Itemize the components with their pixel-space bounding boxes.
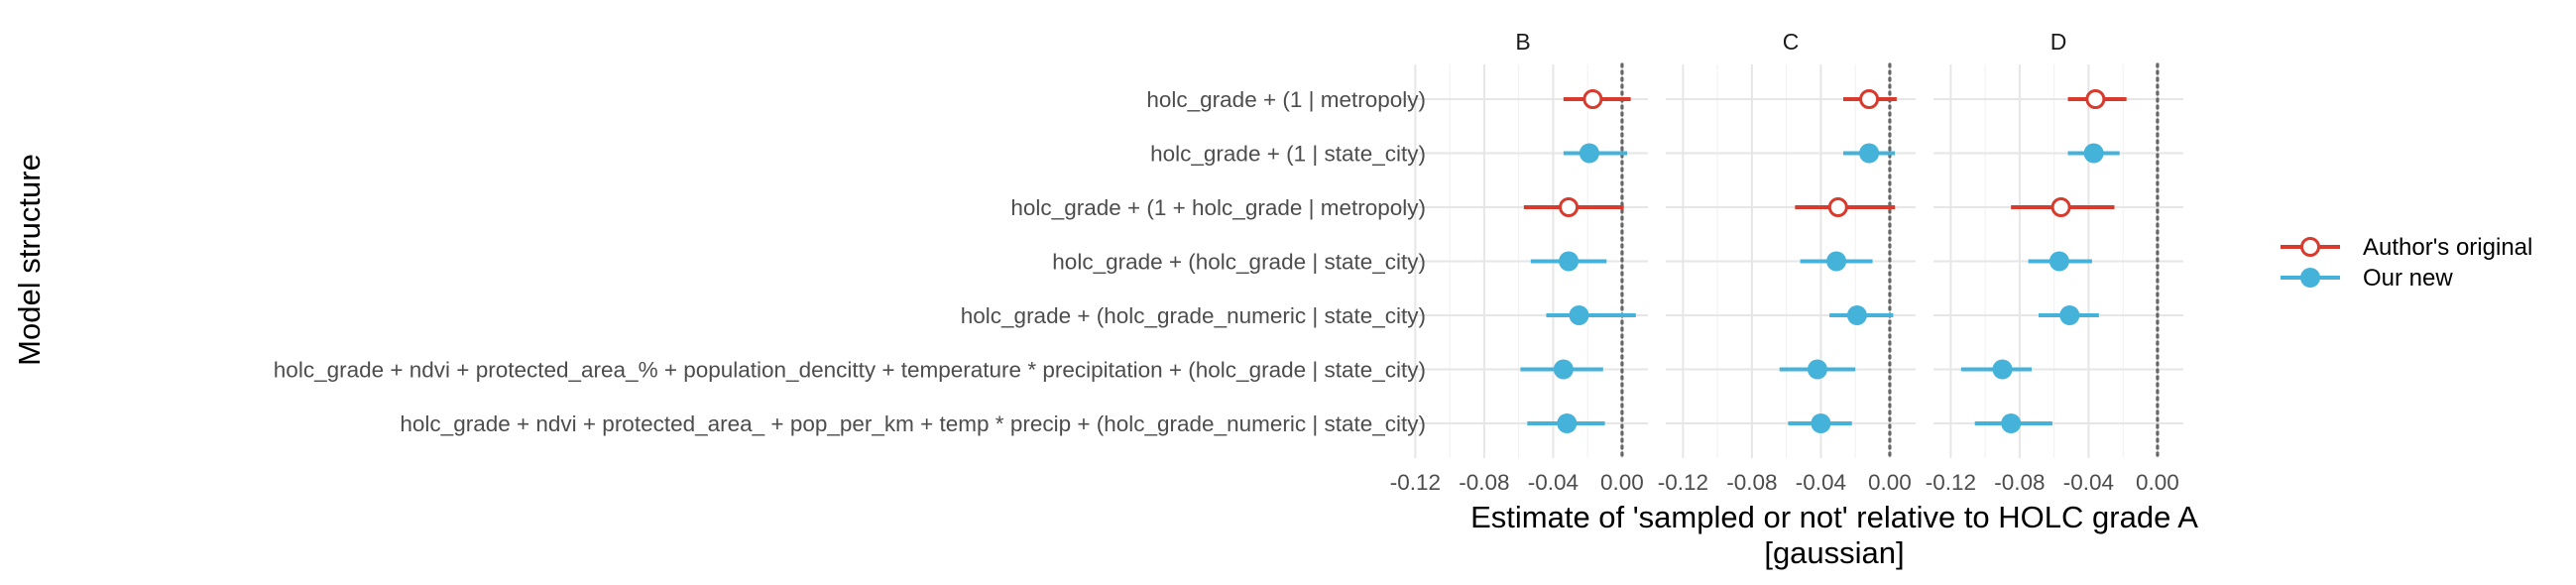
estimate-point xyxy=(2050,197,2071,217)
estimate-point xyxy=(1559,197,1580,217)
y-axis-title: Model structure xyxy=(12,154,47,366)
estimate-point xyxy=(1846,305,1867,325)
x-tick-label: -0.12 xyxy=(1390,470,1441,495)
estimate-point xyxy=(1807,359,1827,380)
estimate-point xyxy=(2001,413,2022,433)
x-tick-label: 0.00 xyxy=(2136,470,2179,495)
estimate-point xyxy=(1826,251,1847,272)
x-tick-label: -0.08 xyxy=(1994,470,2045,495)
legend-key-marker xyxy=(2300,268,2320,288)
model-label: holc_grade + ndvi + protected_area_% + p… xyxy=(274,358,1426,383)
model-label: holc_grade + (holc_grade_numeric | state… xyxy=(961,303,1426,328)
x-tick-label: -0.04 xyxy=(2063,470,2114,495)
model-label: holc_grade + (1 | metropoly) xyxy=(1146,87,1426,112)
estimate-point xyxy=(2085,89,2106,109)
estimate-point xyxy=(1859,143,1880,164)
estimate-point xyxy=(1859,89,1880,109)
legend: Author's original Our new xyxy=(2281,234,2532,292)
x-tick-label: -0.08 xyxy=(1726,470,1777,495)
model-label: holc_grade + (1 + holc_grade | metropoly… xyxy=(1010,195,1426,220)
facet-panels: B -0.12 -0.08 -0.04 0.00 C -0.12 -0.08 -0.04 0.00… xyxy=(1390,29,2183,495)
estimate-point xyxy=(2049,251,2069,272)
facet-label-d: D xyxy=(2050,29,2067,55)
estimate-point xyxy=(1557,413,1578,433)
legend-label: Author's original xyxy=(2363,234,2532,261)
series-authors-original xyxy=(1523,89,2127,217)
x-axis-title-line-2: [gaussian] xyxy=(1764,535,1904,570)
x-tick-label: -0.12 xyxy=(1658,470,1708,495)
x-tick-label: 0.00 xyxy=(1600,470,1644,495)
x-tick-label: -0.04 xyxy=(1528,470,1579,495)
model-label: holc_grade + ndvi + protected_area_ + po… xyxy=(400,411,1426,436)
estimate-point xyxy=(1811,413,1831,433)
x-tick-label: -0.12 xyxy=(1926,470,1976,495)
estimate-point xyxy=(1553,359,1574,380)
model-label: holc_grade + (1 | state_city) xyxy=(1150,142,1426,167)
legend-item: Author's original xyxy=(2281,234,2532,261)
estimate-point xyxy=(2059,305,2080,325)
legend-key-marker xyxy=(2300,237,2320,257)
estimate-point xyxy=(1992,359,2013,380)
estimate-point xyxy=(1579,143,1599,164)
facet-label-b: B xyxy=(1515,29,1530,55)
estimate-point xyxy=(1582,89,1603,109)
estimate-point xyxy=(1569,305,1589,325)
model-label: holc_grade + (holc_grade | state_city) xyxy=(1052,250,1426,275)
facet-label-c: C xyxy=(1783,29,1800,55)
legend-item: Our new xyxy=(2281,265,2453,292)
estimate-point xyxy=(1827,197,1848,217)
estimate-point xyxy=(1559,251,1580,272)
x-tick-label: 0.00 xyxy=(1868,470,1912,495)
legend-label: Our new xyxy=(2363,265,2453,292)
facet-panel-c: C -0.12 -0.08 -0.04 0.00 xyxy=(1658,29,1916,495)
model-structure-labels: holc_grade + (1 | metropoly) holc_grade +… xyxy=(274,87,1426,436)
x-tick-label: -0.04 xyxy=(1796,470,1846,495)
x-axis-title-line-1: Estimate of 'sampled or not' relative to… xyxy=(1470,500,2198,534)
estimate-point xyxy=(2083,143,2104,164)
x-tick-label: -0.08 xyxy=(1459,470,1509,495)
series-our-new xyxy=(1520,143,2120,433)
